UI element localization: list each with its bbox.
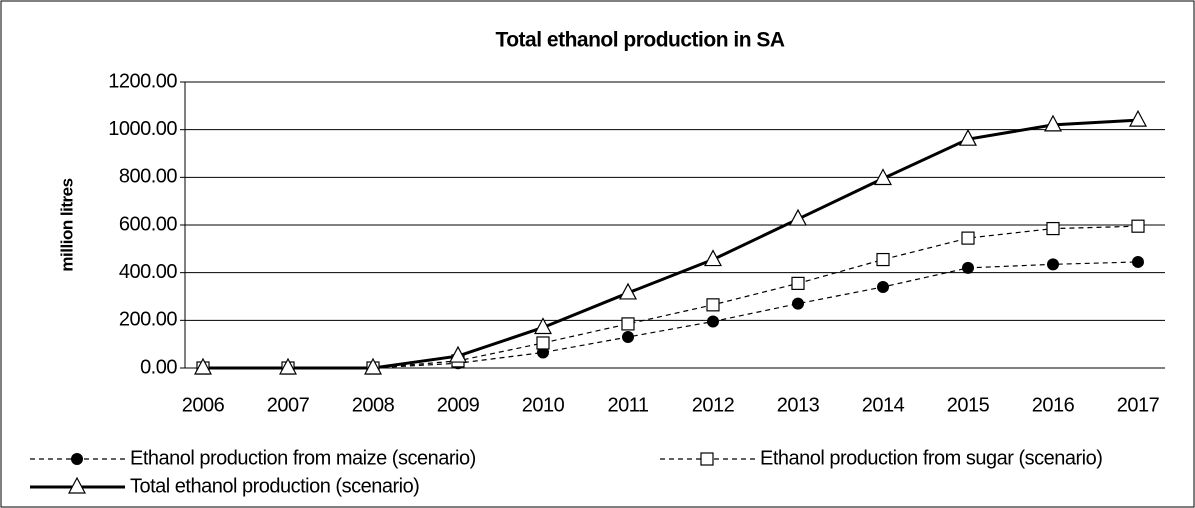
x-tick-label: 2014: [862, 394, 905, 416]
y-tick-label: 1200.00: [108, 70, 177, 92]
marker: [194, 357, 212, 375]
marker: [619, 282, 637, 300]
marker: [1132, 255, 1144, 268]
y-axis-label: million litres: [57, 178, 76, 271]
marker: [279, 357, 297, 375]
legend-label: Ethanol production from sugar (scenario): [760, 447, 1102, 469]
marker: [1046, 221, 1060, 236]
x-tick-label: 2013: [777, 394, 820, 416]
marker: [364, 357, 382, 375]
marker: [706, 298, 720, 312]
marker: [1129, 109, 1147, 127]
y-tick-label: 200.00: [119, 309, 178, 331]
x-tick-label: 2015: [947, 394, 990, 416]
y-tick-label: 400.00: [119, 261, 178, 283]
marker: [703, 249, 723, 267]
marker: [789, 208, 807, 226]
marker: [961, 231, 975, 245]
marker: [534, 317, 552, 335]
legend-marker: [68, 476, 86, 494]
marker: [959, 128, 977, 146]
marker: [707, 315, 719, 328]
y-tick-label: 0.00: [140, 356, 177, 378]
x-tick-label: 2006: [182, 394, 225, 416]
x-tick-label: 2007: [267, 394, 310, 416]
x-tick-label: 2012: [692, 394, 735, 416]
marker: [1043, 114, 1063, 132]
legend-marker: [700, 452, 714, 466]
marker: [1047, 258, 1059, 271]
x-tick-label: 2009: [437, 394, 480, 416]
legend-label: Ethanol production from maize (scenario): [130, 447, 476, 469]
y-tick-label: 800.00: [119, 166, 178, 188]
y-tick-label: 1000.00: [108, 118, 177, 140]
legend-label: Total ethanol production (scenario): [130, 475, 419, 497]
x-tick-label: 2016: [1032, 394, 1075, 416]
y-tick-label: 600.00: [119, 213, 178, 235]
marker: [621, 317, 635, 331]
marker: [962, 261, 974, 274]
marker: [874, 168, 892, 186]
legend-marker: [71, 453, 83, 465]
x-tick-label: 2011: [607, 394, 648, 416]
marker: [791, 276, 805, 290]
chart-title: Total ethanol production in SA: [495, 29, 784, 52]
x-tick-label: 2008: [352, 394, 395, 416]
marker: [622, 331, 634, 344]
marker: [1131, 219, 1145, 233]
x-tick-label: 2010: [522, 394, 565, 416]
marker: [449, 345, 467, 363]
x-tick-label: 2017: [1117, 394, 1160, 416]
marker: [877, 280, 889, 293]
marker: [536, 336, 550, 350]
series-line: [203, 118, 1139, 370]
marker: [876, 252, 890, 267]
marker: [792, 297, 804, 310]
